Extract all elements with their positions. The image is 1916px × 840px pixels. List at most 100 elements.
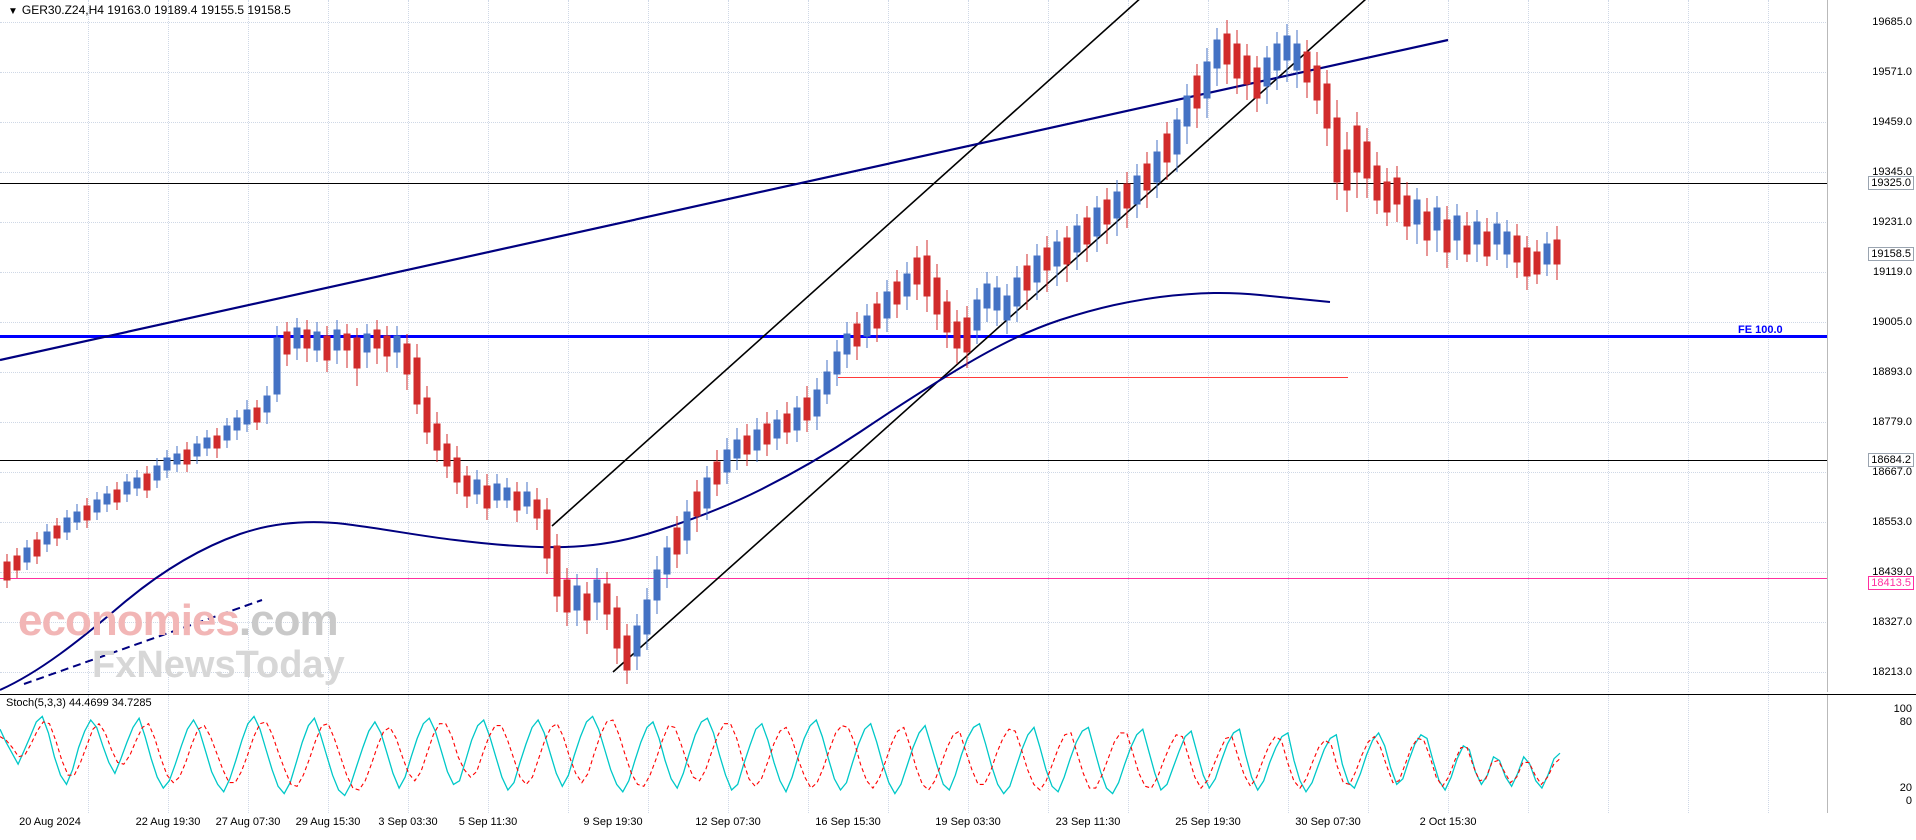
time-tick: 30 Sep 07:30 bbox=[1295, 816, 1361, 828]
vgrid-line bbox=[648, 695, 649, 813]
price-tag-18684: 18684.2 bbox=[1868, 453, 1914, 467]
chart-header: ▼ GER30.Z24,H4 19163.0 19189.4 19155.5 19… bbox=[8, 3, 291, 17]
time-tick: 12 Sep 07:30 bbox=[695, 816, 761, 828]
vgrid-line bbox=[1288, 0, 1289, 692]
vgrid-line bbox=[88, 695, 89, 813]
price-tag-19325: 19325.0 bbox=[1868, 176, 1914, 190]
price-tick: 19571.0 bbox=[1872, 66, 1912, 78]
vgrid-line bbox=[248, 0, 249, 692]
price-tick: 18327.0 bbox=[1872, 616, 1912, 628]
stochastic-pane[interactable]: Stoch(5,3,3) 44.4699 34.7285 100 80 20 0 bbox=[0, 694, 1916, 813]
symbol-info: GER30.Z24,H4 19163.0 19189.4 19155.5 191… bbox=[21, 3, 291, 17]
trendline-lower-black bbox=[612, 0, 1367, 673]
vgrid-line bbox=[888, 0, 889, 692]
vgrid-line bbox=[968, 695, 969, 813]
resistance-line-19325[interactable] bbox=[0, 183, 1828, 184]
vgrid-line bbox=[1128, 0, 1129, 692]
price-tick: 19345.0 bbox=[1872, 166, 1912, 178]
price-tick: 19005.0 bbox=[1872, 316, 1912, 328]
price-tick: 19231.0 bbox=[1872, 216, 1912, 228]
vgrid-line bbox=[1608, 0, 1609, 692]
support-line-18684[interactable] bbox=[0, 460, 1828, 461]
price-tag-18413: 18413.5 bbox=[1868, 576, 1914, 590]
vgrid-line bbox=[808, 0, 809, 692]
hgrid-line bbox=[0, 522, 1828, 523]
vgrid-line bbox=[1448, 695, 1449, 813]
vgrid-line bbox=[1688, 695, 1689, 813]
vgrid-line bbox=[1208, 695, 1209, 813]
time-tick: 25 Sep 19:30 bbox=[1175, 816, 1241, 828]
support-line-18413[interactable] bbox=[0, 578, 1828, 579]
hgrid-line bbox=[0, 472, 1828, 473]
time-tick: 23 Sep 11:30 bbox=[1055, 816, 1121, 828]
osc-tick: 20 bbox=[1899, 782, 1912, 794]
osc-tick: 100 bbox=[1893, 703, 1912, 715]
vgrid-line bbox=[728, 0, 729, 692]
vgrid-line bbox=[1528, 0, 1529, 692]
stochastic-axis[interactable]: 100 80 20 0 bbox=[1827, 695, 1916, 813]
stochastic-curves bbox=[0, 715, 1561, 797]
price-tick: 18213.0 bbox=[1872, 666, 1912, 678]
hgrid-line bbox=[0, 322, 1828, 323]
vgrid-line bbox=[1608, 695, 1609, 813]
time-tick: 2 Oct 15:30 bbox=[1419, 816, 1477, 828]
price-tick: 18439.0 bbox=[1872, 566, 1912, 578]
vgrid-line bbox=[808, 695, 809, 813]
hgrid-line bbox=[0, 222, 1828, 223]
price-tick: 19119.0 bbox=[1873, 266, 1912, 278]
fe-100-label: FE 100.0 bbox=[1738, 324, 1783, 336]
trendline-upper-black bbox=[551, 0, 1140, 527]
stochastic-label: Stoch(5,3,3) 44.4699 34.7285 bbox=[6, 697, 152, 709]
hgrid-line bbox=[0, 672, 1828, 673]
vgrid-line bbox=[488, 0, 489, 692]
vgrid-line bbox=[1368, 0, 1369, 692]
time-tick: 29 Aug 15:30 bbox=[295, 816, 361, 828]
hgrid-line bbox=[0, 422, 1828, 423]
moving-average-line bbox=[0, 291, 1331, 691]
support-line-red[interactable] bbox=[838, 377, 1348, 378]
vgrid-line bbox=[1528, 695, 1529, 813]
vgrid-line bbox=[1448, 0, 1449, 692]
time-tick: 19 Sep 03:30 bbox=[935, 816, 1001, 828]
price-tick: 19459.0 bbox=[1872, 116, 1912, 128]
vgrid-line bbox=[728, 695, 729, 813]
time-tick: 22 Aug 19:30 bbox=[135, 816, 201, 828]
time-tick: 20 Aug 2024 bbox=[19, 816, 81, 828]
trendline-navy-dashed bbox=[23, 599, 263, 685]
collapse-icon[interactable]: ▼ bbox=[8, 6, 18, 17]
trendline-navy bbox=[0, 38, 1449, 362]
candlestick-series bbox=[3, 20, 1561, 684]
hgrid-line bbox=[0, 172, 1828, 173]
hgrid-line bbox=[0, 72, 1828, 73]
price-tick: 18893.0 bbox=[1872, 366, 1912, 378]
vgrid-line bbox=[168, 0, 169, 692]
price-tick: 18779.0 bbox=[1872, 416, 1912, 428]
vgrid-line bbox=[88, 0, 89, 692]
hgrid-line bbox=[0, 572, 1828, 573]
time-tick: 27 Aug 07:30 bbox=[215, 816, 281, 828]
time-tick: 3 Sep 03:30 bbox=[378, 816, 438, 828]
vgrid-line bbox=[1048, 0, 1049, 692]
price-tick: 18553.0 bbox=[1872, 516, 1912, 528]
vgrid-line bbox=[568, 0, 569, 692]
time-tick: 5 Sep 11:30 bbox=[458, 816, 518, 828]
time-axis[interactable]: 20 Aug 2024 22 Aug 19:30 27 Aug 07:30 29… bbox=[0, 812, 1916, 840]
price-drawings bbox=[0, 0, 1561, 691]
time-tick: 16 Sep 15:30 bbox=[815, 816, 881, 828]
vgrid-line bbox=[328, 695, 329, 813]
vgrid-line bbox=[488, 695, 489, 813]
vgrid-line bbox=[168, 695, 169, 813]
hgrid-line bbox=[0, 622, 1828, 623]
price-pane[interactable]: economies.com FxNewsToday FE 100.0 bbox=[0, 0, 1916, 692]
vgrid-line bbox=[648, 0, 649, 692]
vgrid-line bbox=[1768, 695, 1769, 813]
time-tick: 9 Sep 19:30 bbox=[583, 816, 643, 828]
vgrid-line bbox=[1768, 0, 1769, 692]
fe-100-line[interactable] bbox=[0, 335, 1828, 338]
vgrid-line bbox=[888, 695, 889, 813]
hgrid-line bbox=[0, 372, 1828, 373]
osc-tick: 0 bbox=[1905, 795, 1912, 807]
vgrid-line bbox=[1048, 695, 1049, 813]
vgrid-line bbox=[1688, 0, 1689, 692]
